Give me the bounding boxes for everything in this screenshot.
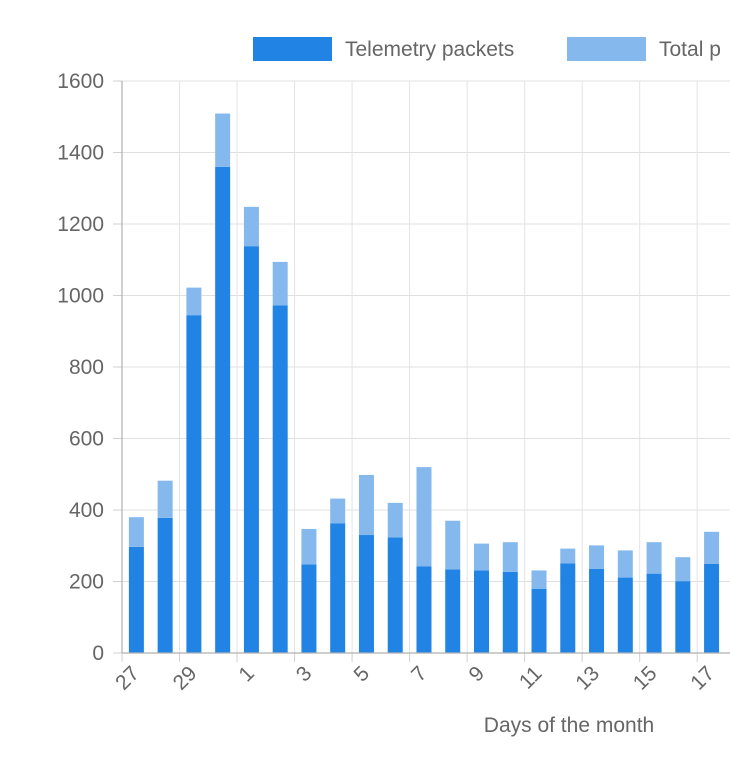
x-tick-label: 13 [571, 662, 604, 695]
bar-total-packets [157, 480, 173, 518]
bar-total-packets [301, 528, 317, 565]
bar-telemetry-packets [358, 535, 374, 653]
bar-telemetry-packets [474, 570, 489, 653]
bar-total-packets [531, 570, 547, 590]
y-tick-label: 0 [92, 642, 104, 665]
legend-swatch [253, 37, 332, 61]
bar-total-packets [474, 543, 489, 571]
bar-total-packets [416, 467, 432, 567]
bar-telemetry-packets [215, 166, 231, 654]
x-tick-label: 9 [465, 662, 490, 687]
bar-telemetry-packets [186, 315, 202, 653]
y-tick-label: 1200 [57, 213, 104, 236]
bar-total-packets [215, 113, 231, 167]
y-tick-label: 200 [69, 571, 104, 594]
bar-telemetry-packets [589, 568, 605, 653]
y-tick-label: 800 [69, 356, 104, 379]
legend: Telemetry packets Total p [253, 37, 721, 61]
bar-telemetry-packets [157, 517, 173, 653]
legend-swatch [567, 37, 646, 61]
x-axis-title: Days of the month [484, 714, 654, 737]
x-tick-label: 7 [407, 662, 432, 687]
bar-telemetry-packets [128, 546, 144, 653]
bar-telemetry-packets [243, 246, 259, 654]
bar-telemetry-packets [560, 563, 576, 653]
bar-telemetry-packets [301, 564, 317, 653]
bar-telemetry-packets [704, 563, 720, 653]
x-tick-label: 11 [515, 662, 547, 694]
bar-total-packets [560, 548, 576, 564]
y-tick-label: 600 [69, 428, 104, 451]
bar-telemetry-packets [617, 577, 633, 653]
bar-total-packets [128, 517, 144, 547]
bar-telemetry-packets [531, 589, 547, 653]
bar-total-packets [387, 502, 403, 538]
x-tick-label: 5 [349, 662, 374, 687]
y-tick-label: 1000 [57, 285, 104, 308]
bar-total-packets [243, 206, 259, 247]
y-tick-label: 1600 [57, 70, 104, 93]
bar-total-packets [675, 557, 691, 582]
bar-telemetry-packets [330, 523, 346, 653]
bar-telemetry-packets [445, 569, 461, 653]
bar-total-packets [589, 545, 605, 569]
bar-total-packets [646, 542, 662, 574]
x-tick-label: 17 [686, 662, 719, 695]
bar-total-packets [358, 474, 374, 536]
bar-telemetry-packets [502, 571, 518, 653]
bar-telemetry-packets [272, 305, 288, 653]
bar-total-packets [186, 287, 202, 316]
bar-total-packets [704, 531, 720, 564]
y-tick-label: 400 [69, 499, 104, 522]
x-tick-label: 29 [169, 662, 202, 695]
bar-total-packets [502, 542, 518, 572]
legend-label: Telemetry packets [345, 38, 514, 61]
bars [128, 113, 720, 654]
bar-total-packets [272, 261, 288, 306]
bar-total-packets [445, 520, 461, 570]
bar-total-packets [617, 550, 633, 578]
x-tick-label: 15 [629, 662, 662, 695]
bar-total-packets [330, 498, 346, 524]
legend-label: Total p [659, 38, 721, 61]
y-tick-label: 1400 [57, 142, 104, 165]
bar-telemetry-packets [675, 581, 691, 653]
x-tick-label: 27 [111, 662, 144, 695]
bar-telemetry-packets [416, 566, 432, 653]
x-tick-label: 3 [292, 662, 317, 687]
x-tick-label: 1 [234, 662, 259, 687]
bar-telemetry-packets [387, 537, 403, 653]
bar-telemetry-packets [646, 573, 662, 653]
